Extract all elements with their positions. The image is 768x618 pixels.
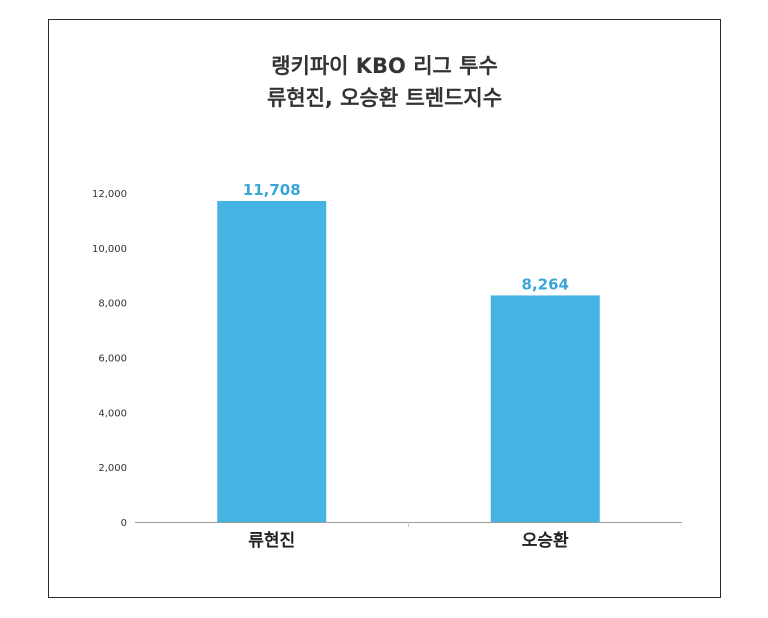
y-tick-label: 4,000 — [98, 408, 127, 419]
y-tick-label: 0 — [121, 518, 127, 529]
bars: 11,708 8,264 — [217, 181, 600, 522]
y-axis: 0 2,000 4,000 6,000 8,000 10,000 12,000 — [92, 189, 127, 529]
x-axis: 류현진 오승환 — [135, 522, 682, 551]
chart-title-line-2: 류현진, 오승환 트렌드지수 — [266, 86, 503, 110]
y-tick-label: 12,000 — [92, 189, 127, 200]
x-category-label: 오승환 — [522, 531, 569, 551]
chart-title-line-1: 랭키파이 KBO 리그 투수 — [271, 54, 498, 78]
y-tick-label: 8,000 — [98, 299, 127, 310]
y-tick-label: 2,000 — [98, 463, 127, 474]
chart-title: 랭키파이 KBO 리그 투수 류현진, 오승환 트렌드지수 — [48, 50, 721, 114]
x-category-label: 류현진 — [248, 531, 295, 551]
bar-value-label: 11,708 — [243, 181, 301, 199]
bar-value-label: 8,264 — [522, 275, 569, 293]
bar — [217, 201, 327, 522]
y-tick-label: 10,000 — [92, 244, 127, 255]
chart-frame — [48, 19, 721, 598]
bar — [490, 295, 600, 522]
y-tick-label: 6,000 — [98, 354, 127, 365]
